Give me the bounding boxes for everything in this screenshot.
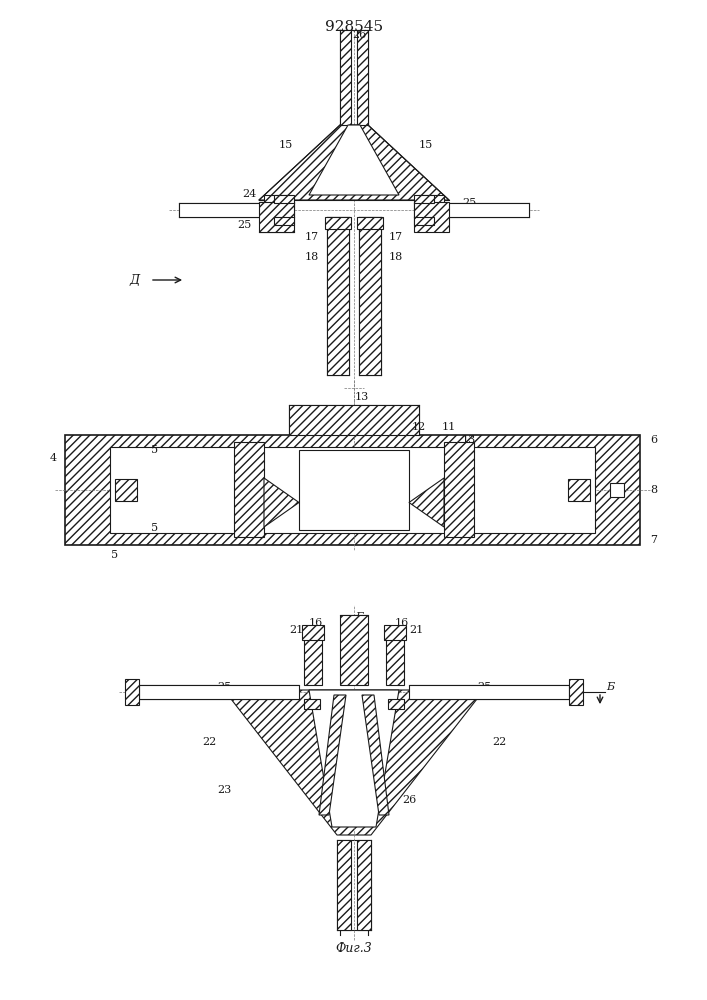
Text: 15: 15 [279, 140, 293, 150]
Text: 18: 18 [305, 252, 319, 262]
Text: 25: 25 [217, 682, 231, 692]
Text: 16: 16 [309, 618, 323, 628]
Text: 13: 13 [355, 392, 369, 402]
Bar [568, 479, 590, 501]
Bar [327, 217, 349, 375]
Bar [386, 635, 404, 685]
Text: 928545: 928545 [325, 20, 383, 34]
Bar [569, 679, 583, 705]
Text: 5: 5 [151, 523, 158, 533]
Polygon shape [409, 478, 444, 527]
Bar [125, 679, 139, 705]
Bar [409, 685, 569, 699]
Bar [299, 450, 409, 530]
Text: 21: 21 [289, 625, 303, 635]
Text: Б: Б [355, 612, 363, 622]
Bar [179, 203, 294, 217]
Bar [264, 195, 289, 212]
Polygon shape [309, 125, 399, 195]
Polygon shape [319, 695, 346, 815]
Text: 16: 16 [395, 618, 409, 628]
Bar [259, 202, 294, 232]
Text: 15: 15 [419, 140, 433, 150]
Bar [234, 442, 264, 537]
Text: 6: 6 [650, 435, 658, 445]
Text: Фиг.3: Фиг.3 [336, 942, 373, 954]
Text: 26: 26 [352, 30, 366, 40]
Polygon shape [362, 695, 389, 815]
Text: 17: 17 [305, 232, 319, 242]
Bar [65, 435, 640, 545]
Text: 13: 13 [462, 435, 476, 445]
Bar [289, 405, 419, 435]
Text: 24: 24 [242, 189, 256, 199]
Bar [414, 202, 449, 232]
Bar [340, 615, 368, 685]
Bar [610, 483, 624, 497]
Text: 17: 17 [389, 232, 403, 242]
Bar [357, 30, 368, 125]
Text: 5: 5 [151, 445, 158, 455]
Bar [325, 217, 351, 229]
Text: 12: 12 [412, 422, 426, 432]
Polygon shape [259, 125, 449, 200]
Text: 22: 22 [202, 737, 216, 747]
Bar [414, 203, 529, 217]
Text: 8: 8 [650, 485, 658, 495]
Text: 18: 18 [389, 252, 403, 262]
Bar [302, 625, 324, 640]
Bar [357, 840, 371, 930]
Bar [419, 195, 444, 212]
Polygon shape [264, 478, 299, 527]
Text: Б: Б [606, 682, 614, 692]
Bar [304, 699, 320, 709]
Text: 11: 11 [442, 422, 456, 432]
Bar [340, 30, 351, 125]
Text: 25: 25 [462, 198, 476, 208]
Bar [274, 195, 294, 203]
Bar [414, 217, 434, 225]
Bar [384, 625, 406, 640]
Bar [115, 479, 137, 501]
Text: 7: 7 [650, 535, 658, 545]
Bar [337, 840, 351, 930]
Text: 26: 26 [402, 795, 416, 805]
Text: 25: 25 [477, 682, 491, 692]
Bar [274, 217, 294, 225]
Text: 23: 23 [217, 785, 231, 795]
Bar [444, 442, 474, 537]
Bar [110, 447, 595, 533]
Bar [357, 217, 383, 229]
Bar [388, 699, 404, 709]
Bar [414, 195, 434, 203]
Polygon shape [224, 690, 484, 835]
Text: 4: 4 [49, 453, 57, 463]
Text: Д: Д [130, 273, 140, 286]
Text: 21: 21 [409, 625, 423, 635]
Bar [139, 685, 299, 699]
Text: 5: 5 [112, 550, 119, 560]
Bar [304, 635, 322, 685]
Text: 22: 22 [492, 737, 506, 747]
Text: 25: 25 [237, 220, 251, 230]
Polygon shape [309, 690, 399, 827]
Bar [359, 217, 381, 375]
